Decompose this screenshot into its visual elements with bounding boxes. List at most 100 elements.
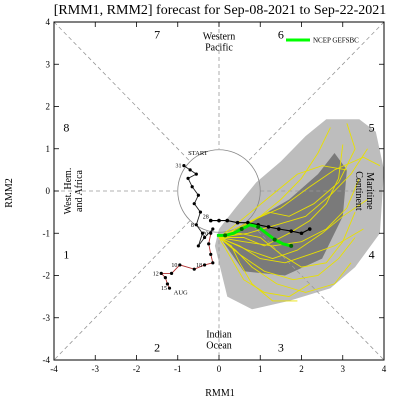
ensemble-member-line (218, 199, 368, 260)
observed-point-label: 18 (196, 263, 202, 269)
ensemble-member-line (218, 237, 352, 293)
ensemble-member-line (218, 178, 360, 247)
forecast-black-point (235, 220, 240, 225)
observed-point (196, 244, 200, 248)
unit-circle (177, 149, 261, 233)
forecast-gefsbc-point (239, 227, 244, 232)
ensemble-member-line (218, 228, 364, 264)
x-tick-label: -1 (174, 364, 182, 374)
region-label-line: and Africa (74, 169, 85, 211)
observed-point (198, 210, 203, 214)
x-axis-label: RMM1 (205, 388, 234, 399)
ensemble-member-line (218, 237, 298, 302)
forecast-black-point (299, 231, 304, 236)
ensemble-member-line (218, 211, 356, 268)
phase-number: 3 (278, 340, 284, 354)
forecast-gefsbc-point (289, 243, 294, 248)
observed-point-label: 20 (202, 231, 208, 237)
region-label-line: Indian (206, 329, 232, 340)
x-tick-label: 4 (382, 364, 387, 374)
forecast-black-point (307, 227, 312, 231)
y-axis-label: RMM2 (4, 178, 15, 207)
observed-point (209, 252, 213, 256)
y-tick-label: 1 (46, 144, 51, 154)
observed-point (188, 168, 192, 172)
forecast-black-point (277, 227, 281, 231)
x-tick-label: -3 (92, 364, 100, 374)
observed-point (186, 176, 190, 180)
observed-point (202, 235, 207, 240)
y-tick-label: -4 (43, 355, 51, 365)
phase-guides (53, 21, 385, 361)
observed-point (200, 231, 205, 235)
region-label-line: Maritime (364, 172, 375, 210)
observed-point (192, 202, 196, 206)
phase-number: 2 (154, 340, 160, 354)
forecast-black-point (246, 220, 250, 225)
forecast-point-label: 28 (203, 215, 209, 221)
phase-number: 5 (369, 121, 375, 135)
observed-point-label: 15 (161, 286, 167, 292)
y-tick-label: -2 (43, 271, 51, 281)
forecast-spread-shading (214, 119, 384, 310)
forecast-gefsbc-point (256, 224, 261, 229)
observed-point-label: 31 (175, 164, 181, 170)
observed-point (194, 223, 198, 227)
region-label-line: Pacific (205, 43, 233, 54)
observed-point (163, 276, 167, 280)
track-annotation: START (188, 150, 208, 157)
observed-point (192, 267, 196, 271)
legend-entry: NCEP GEFSBC (313, 37, 359, 45)
region-label: West. Hem. and Africa (63, 168, 85, 215)
observed-point-label: 10 (171, 263, 177, 269)
x-tick-label: 2 (299, 364, 304, 374)
observed-point (211, 261, 215, 265)
observed-point (196, 193, 200, 197)
diagonal-guide (53, 21, 191, 162)
observed-point (194, 172, 198, 176)
y-tick-label: 2 (46, 102, 51, 112)
observed-point (169, 271, 174, 275)
observed-track: 31 8 20 18 10 12 15 (153, 164, 215, 292)
ensemble-member-line (218, 165, 347, 238)
phase-labels: 12 345678WesternPacificIndianOceanMaritim… (63, 28, 375, 355)
track-annotation: AUG (174, 290, 188, 297)
observed-point (209, 231, 213, 235)
diagonal-guide (247, 21, 385, 162)
observed-point (159, 271, 163, 275)
ensemble-member-line (219, 144, 344, 247)
observed-point (190, 185, 194, 189)
observed-line-august (160, 233, 214, 289)
forecast-black-point (217, 218, 221, 223)
forecast-tracks: 28 (203, 215, 312, 248)
x-tick-label: 3 (341, 364, 346, 374)
forecast-gefsbc-line (216, 223, 292, 248)
ensemble-members (218, 123, 381, 302)
x-tick-label: -4 (50, 364, 58, 374)
observed-point (211, 227, 215, 231)
forecast-black-point (225, 218, 230, 223)
diagonal-guide (247, 220, 385, 361)
legend: NCEP GEFSBC (286, 37, 359, 45)
region-label-line: West. Hem. (63, 168, 74, 215)
chart-title: [RMM1, RMM2] forecast for Sep-08-2021 to… (54, 3, 386, 18)
forecast-black-point (208, 218, 213, 223)
x-tick-label: 1 (258, 364, 263, 374)
x-tick-label: -2 (133, 364, 141, 374)
phase-number: 8 (63, 121, 69, 135)
x-tick-label: 0 (217, 364, 222, 374)
y-tick-label: -3 (43, 313, 51, 323)
observed-point-label: 12 (153, 271, 159, 277)
phase-number: 7 (154, 28, 160, 42)
observed-point (182, 164, 186, 168)
observed-point (202, 263, 207, 267)
phase-number: 4 (369, 247, 375, 261)
region-label-line: Ocean (206, 340, 232, 351)
observed-point (207, 242, 211, 246)
observed-point (167, 286, 172, 290)
y-tick-label: 3 (46, 59, 51, 69)
